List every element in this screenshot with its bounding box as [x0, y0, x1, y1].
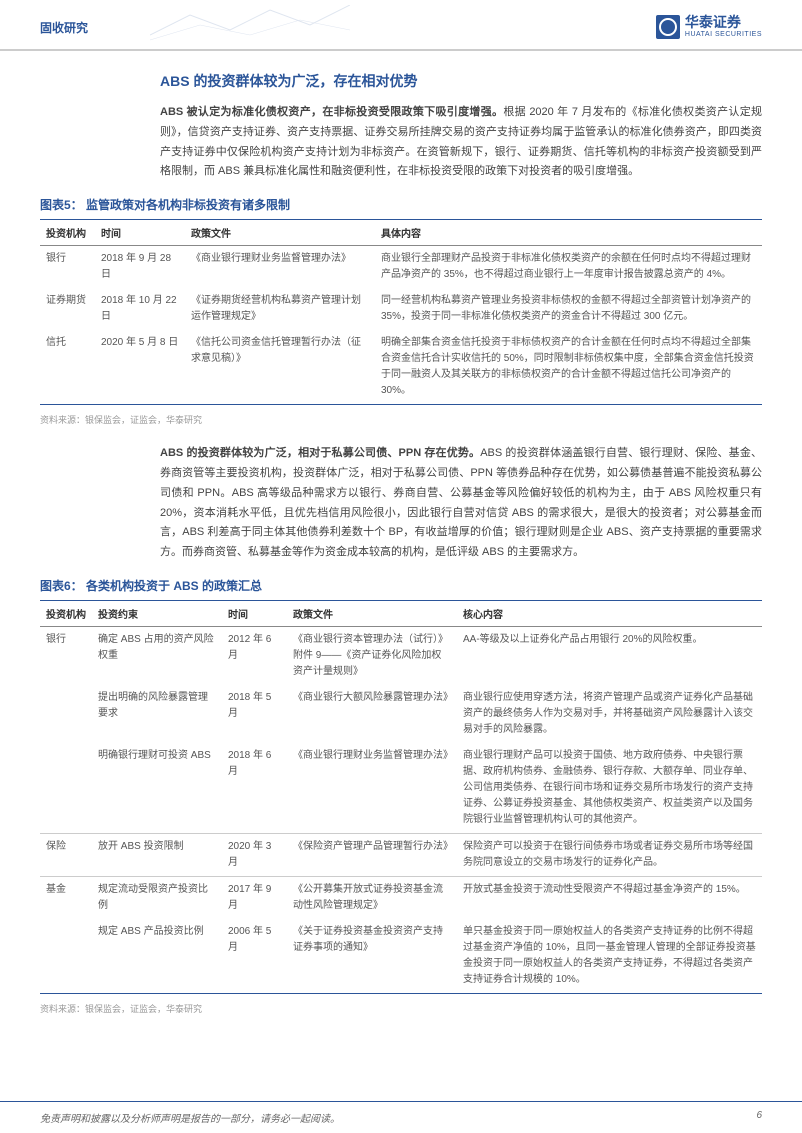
table-row: 银行2018 年 9 月 28 日《商业银行理财业务监督管理办法》商业银行全部理… — [40, 246, 762, 289]
td — [40, 919, 92, 994]
table-row: 保险放开 ABS 投资限制2020 年 3 月《保险资产管理产品管理暂行办法》保… — [40, 833, 762, 876]
table5-caption: 图表5： 监管政策对各机构非标投资有诸多限制 — [40, 196, 762, 213]
td: 规定流动受限资产投资比例 — [92, 876, 222, 919]
td: 提出明确的风险暴露管理要求 — [92, 685, 222, 743]
th: 时间 — [222, 600, 287, 626]
table-row: 基金规定流动受限资产投资比例2017 年 9 月《公开募集开放式证券投资基金流动… — [40, 876, 762, 919]
td: 信托 — [40, 330, 95, 405]
td: 《保险资产管理产品管理暂行办法》 — [287, 833, 457, 876]
td: 2018 年 6 月 — [222, 743, 287, 834]
td: 2020 年 5 月 8 日 — [95, 330, 185, 405]
page-footer: 免责声明和披露以及分析师声明是报告的一部分，请务必一起阅读。 6 — [0, 1101, 802, 1133]
td: 《关于证券投资基金投资资产支持证券事项的通知》 — [287, 919, 457, 994]
para-1: ABS 被认定为标准化债权资产，在非标投资受限政策下吸引度增强。根据 2020 … — [160, 103, 762, 182]
td: 2018 年 5 月 — [222, 685, 287, 743]
th: 政策文件 — [287, 600, 457, 626]
th: 投资机构 — [40, 220, 95, 246]
td: 商业银行全部理财产品投资于非标准化债权类资产的余额在任何时点均不得超过理财产品净… — [375, 246, 762, 289]
td: 商业银行理财产品可以投资于国债、地方政府债券、中央银行票据、政府机构债券、金融债… — [457, 743, 762, 834]
td: 基金 — [40, 876, 92, 919]
page-number: 6 — [756, 1110, 762, 1125]
td: 确定 ABS 占用的资产风险权重 — [92, 626, 222, 685]
td: 《公开募集开放式证券投资基金流动性风险管理规定》 — [287, 876, 457, 919]
table6: 投资机构 投资约束 时间 政策文件 核心内容 银行确定 ABS 占用的资产风险权… — [40, 600, 762, 994]
td: 2006 年 5 月 — [222, 919, 287, 994]
td: 商业银行应使用穿透方法，将资产管理产品或资产证券化产品基础资产的最终债务人作为交… — [457, 685, 762, 743]
td: 2018 年 10 月 22 日 — [95, 288, 185, 330]
td: 《证券期货经营机构私募资产管理计划运作管理规定》 — [185, 288, 375, 330]
td: 同一经营机构私募资产管理业务投资非标债权的金额不得超过全部资管计划净资产的 35… — [375, 288, 762, 330]
td: 2012 年 6 月 — [222, 626, 287, 685]
disclaimer: 免责声明和披露以及分析师声明是报告的一部分，请务必一起阅读。 — [40, 1110, 340, 1125]
td: 保险资产可以投资于在银行间债券市场或者证券交易所市场等经国务院同意设立的交易市场… — [457, 833, 762, 876]
th: 投资约束 — [92, 600, 222, 626]
para-2: ABS 的投资群体较为广泛，相对于私募公司债、PPN 存在优势。ABS 的投资群… — [160, 444, 762, 563]
td: 2020 年 3 月 — [222, 833, 287, 876]
section-title-1: ABS 的投资群体较为广泛，存在相对优势 — [160, 71, 762, 91]
logo: 华泰证券 HUATAI SECURITIES — [656, 15, 762, 39]
td: 放开 ABS 投资限制 — [92, 833, 222, 876]
td: 单只基金投资于同一原始权益人的各类资产支持证券的比例不得超过基金资产净值的 10… — [457, 919, 762, 994]
table-row: 规定 ABS 产品投资比例2006 年 5 月《关于证券投资基金投资资产支持证券… — [40, 919, 762, 994]
td: 证券期货 — [40, 288, 95, 330]
table-row: 信托2020 年 5 月 8 日《信托公司资金信托管理暂行办法（征求意见稿）》明… — [40, 330, 762, 405]
td: 《商业银行理财业务监督管理办法》 — [185, 246, 375, 289]
td: 明确银行理财可投资 ABS — [92, 743, 222, 834]
table5-header-row: 投资机构 时间 政策文件 具体内容 — [40, 220, 762, 246]
logo-icon — [656, 15, 680, 39]
td: 保险 — [40, 833, 92, 876]
th: 政策文件 — [185, 220, 375, 246]
td: 规定 ABS 产品投资比例 — [92, 919, 222, 994]
td: 银行 — [40, 626, 92, 685]
table6-caption: 图表6： 各类机构投资于 ABS 的政策汇总 — [40, 577, 762, 594]
table-row: 银行确定 ABS 占用的资产风险权重2012 年 6 月《商业银行资本管理办法（… — [40, 626, 762, 685]
th: 时间 — [95, 220, 185, 246]
content-area: ABS 的投资群体较为广泛，存在相对优势 ABS 被认定为标准化债权资产，在非标… — [0, 51, 802, 1093]
td: 《商业银行大额风险暴露管理办法》 — [287, 685, 457, 743]
td: 开放式基金投资于流动性受限资产不得超过基金净资产的 15%。 — [457, 876, 762, 919]
table6-source: 资料来源：银保监会，证监会，华泰研究 — [40, 1002, 762, 1015]
category-label: 固收研究 — [40, 19, 88, 36]
table5: 投资机构 时间 政策文件 具体内容 银行2018 年 9 月 28 日《商业银行… — [40, 219, 762, 405]
td: 《信托公司资金信托管理暂行办法（征求意见稿）》 — [185, 330, 375, 405]
td: 2017 年 9 月 — [222, 876, 287, 919]
table6-header-row: 投资机构 投资约束 时间 政策文件 核心内容 — [40, 600, 762, 626]
th: 具体内容 — [375, 220, 762, 246]
header-decoration — [150, 5, 350, 45]
table-row: 提出明确的风险暴露管理要求2018 年 5 月《商业银行大额风险暴露管理办法》商… — [40, 685, 762, 743]
table-row: 证券期货2018 年 10 月 22 日《证券期货经营机构私募资产管理计划运作管… — [40, 288, 762, 330]
logo-en: HUATAI SECURITIES — [685, 31, 762, 39]
td: 明确全部集合资金信托投资于非标债权资产的合计金额在任何时点均不得超过全部集合资金… — [375, 330, 762, 405]
table5-source: 资料来源：银保监会，证监会，华泰研究 — [40, 413, 762, 426]
logo-cn: 华泰证券 — [685, 15, 762, 30]
td: 银行 — [40, 246, 95, 289]
td: 2018 年 9 月 28 日 — [95, 246, 185, 289]
td: 《商业银行资本管理办法（试行）》附件 9——《资产证券化风险加权资产计量规则》 — [287, 626, 457, 685]
page-header: 固收研究 华泰证券 HUATAI SECURITIES — [0, 0, 802, 51]
td: 《商业银行理财业务监督管理办法》 — [287, 743, 457, 834]
td: AA-等级及以上证券化产品占用银行 20%的风险权重。 — [457, 626, 762, 685]
td — [40, 685, 92, 743]
th: 核心内容 — [457, 600, 762, 626]
table-row: 明确银行理财可投资 ABS2018 年 6 月《商业银行理财业务监督管理办法》商… — [40, 743, 762, 834]
th: 投资机构 — [40, 600, 92, 626]
td — [40, 743, 92, 834]
